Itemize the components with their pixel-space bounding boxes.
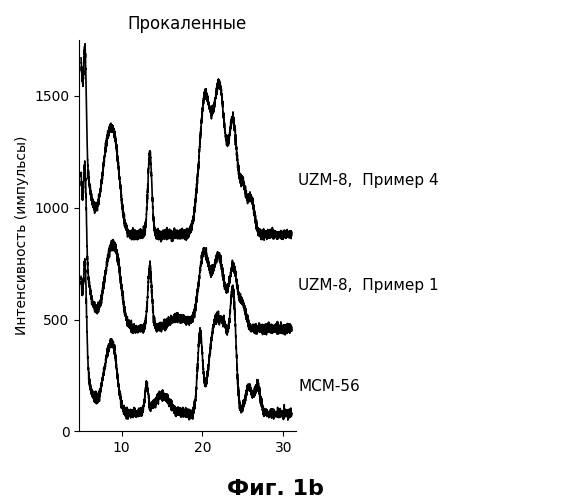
Text: UZM-8,  Пример 1: UZM-8, Пример 1 — [298, 278, 439, 293]
Y-axis label: Интенсивность (импульсы): Интенсивность (импульсы) — [15, 136, 29, 336]
Title: Прокаленные: Прокаленные — [128, 15, 247, 33]
Text: MCM-56: MCM-56 — [298, 379, 360, 394]
Text: UZM-8,  Пример 4: UZM-8, Пример 4 — [298, 174, 439, 188]
Text: Фиг. 1b: Фиг. 1b — [226, 479, 324, 499]
